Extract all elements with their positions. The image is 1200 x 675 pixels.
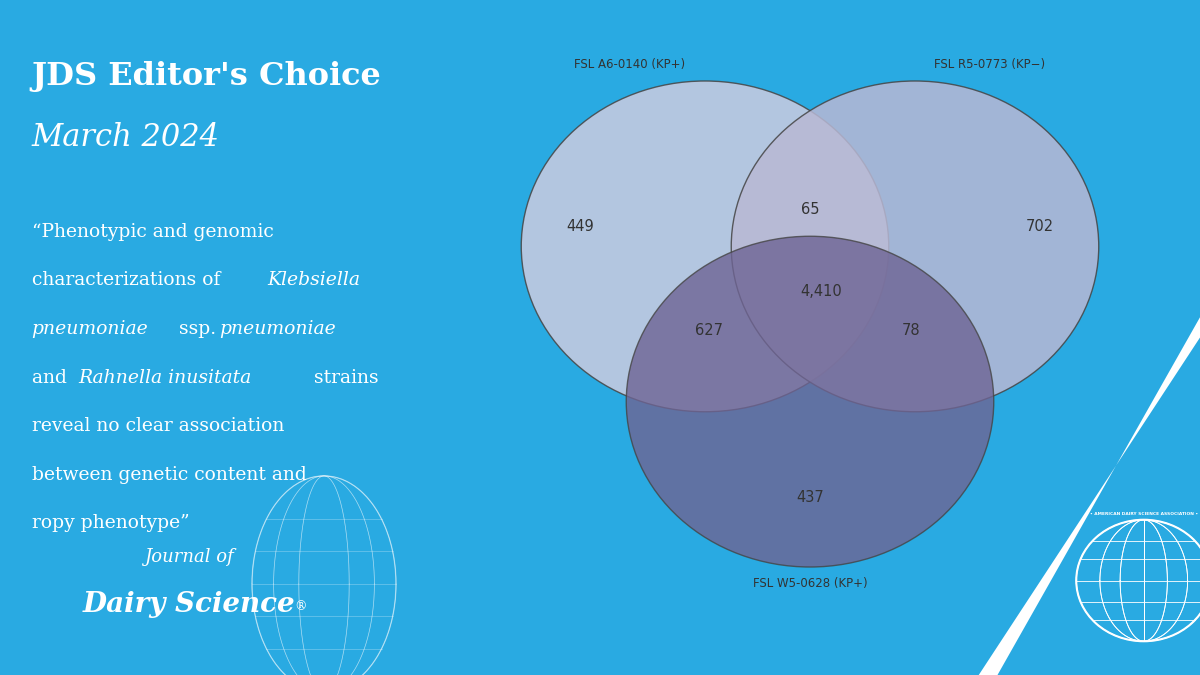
Text: FSL W5-0628 (KP+): FSL W5-0628 (KP+): [752, 577, 868, 590]
Circle shape: [731, 81, 1099, 412]
Text: FSL R5-0773 (KP−): FSL R5-0773 (KP−): [935, 58, 1045, 71]
Text: and: and: [31, 369, 72, 387]
Text: pneumoniae: pneumoniae: [220, 320, 336, 338]
Polygon shape: [979, 317, 1200, 675]
Text: between genetic content and: between genetic content and: [31, 466, 306, 484]
Text: 65: 65: [800, 202, 820, 217]
Text: 627: 627: [695, 323, 722, 338]
Text: 702: 702: [1026, 219, 1054, 234]
Polygon shape: [960, 338, 1200, 675]
Text: Klebsiella: Klebsiella: [268, 271, 361, 290]
Circle shape: [521, 81, 889, 412]
Text: 449: 449: [566, 219, 594, 234]
Text: • AMERICAN DAIRY SCIENCE ASSOCIATION •: • AMERICAN DAIRY SCIENCE ASSOCIATION •: [1090, 512, 1198, 516]
Text: Dairy Science: Dairy Science: [83, 591, 295, 618]
Text: 4,410: 4,410: [800, 284, 842, 299]
Text: 437: 437: [796, 490, 824, 505]
Circle shape: [626, 236, 994, 567]
Text: Rahnella inusitata: Rahnella inusitata: [79, 369, 252, 387]
Text: ropy phenotype”: ropy phenotype”: [31, 514, 190, 533]
Text: reveal no clear association: reveal no clear association: [31, 417, 284, 435]
Text: 78: 78: [902, 323, 920, 338]
Circle shape: [1076, 520, 1200, 641]
Text: pneumoniae: pneumoniae: [31, 320, 149, 338]
Text: “Phenotypic and genomic: “Phenotypic and genomic: [31, 223, 274, 241]
Text: Journal of: Journal of: [144, 548, 234, 566]
Text: JDS Editor's Choice: JDS Editor's Choice: [31, 61, 382, 92]
Text: March 2024: March 2024: [31, 122, 220, 153]
Text: ®: ®: [295, 599, 307, 613]
Text: characterizations of: characterizations of: [31, 271, 226, 290]
Text: FSL A6-0140 (KP+): FSL A6-0140 (KP+): [575, 58, 685, 71]
Text: strains: strains: [308, 369, 379, 387]
Text: ssp.: ssp.: [173, 320, 222, 338]
